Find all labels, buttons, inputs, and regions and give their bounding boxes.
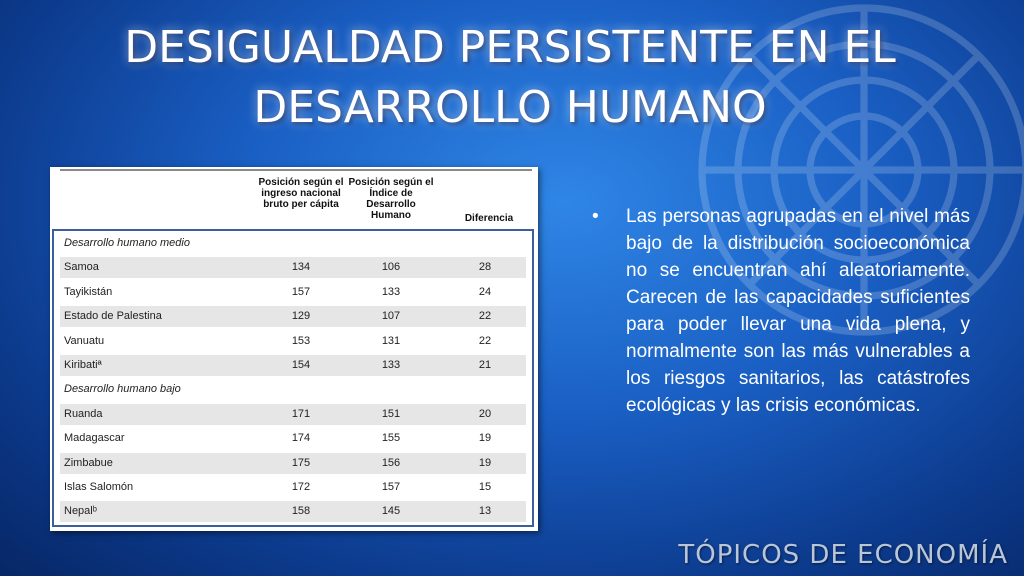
row-value: 151 — [381, 407, 401, 420]
footer-brand: TÓPICOS DE ECONOMÍA — [678, 540, 1008, 570]
row-value: 19 — [478, 432, 492, 445]
bullet-point: • — [592, 206, 599, 227]
row-value: 131 — [381, 334, 401, 347]
row-label: Vanuatu — [64, 334, 105, 347]
bullet-list: Las personas agrupadas en el nivel más b… — [590, 203, 970, 419]
row-value: 15 — [478, 481, 492, 493]
table-row: Madagascar 174 155 19 — [60, 428, 526, 449]
table-row: Nepalᵇ 158 145 13 — [60, 501, 526, 523]
row-label: Tayikistán — [64, 285, 113, 298]
row-value: 171 — [291, 407, 311, 420]
table-row: Kiribatiª 154 133 21 — [60, 355, 526, 376]
row-label: Nepalᵇ — [64, 505, 97, 518]
title-line-2: DESARROLLO HUMANO — [253, 82, 767, 133]
row-value: 24 — [478, 285, 492, 298]
row-value: 106 — [381, 261, 401, 274]
row-value: 22 — [478, 334, 492, 347]
row-value: 20 — [478, 407, 492, 420]
table-header: Posición según el ingreso nacional bruto… — [60, 169, 532, 229]
row-value: 158 — [291, 505, 311, 518]
row-value: 21 — [478, 359, 492, 371]
header-idh: Posición según el Índice de Desarrollo H… — [348, 177, 434, 221]
title-line-1: DESIGUALDAD PERSISTENTE EN EL — [124, 22, 896, 73]
row-value: 175 — [291, 456, 311, 469]
table-body: Desarrollo humano medio Samoa 134 106 28 Tayi… — [52, 229, 534, 527]
row-value: 153 — [291, 334, 311, 347]
row-value: 13 — [478, 505, 492, 518]
table-row: Vanuatu 153 131 22 — [60, 331, 526, 352]
row-label: Madagascar — [64, 432, 125, 445]
row-value: 156 — [381, 456, 401, 469]
row-value: 157 — [291, 285, 311, 298]
table-row: Ruanda 171 151 20 — [60, 403, 526, 425]
row-value: 133 — [381, 285, 401, 298]
table-row: Islas Salomón 172 157 15 — [60, 477, 526, 498]
row-label: Kiribatiª — [64, 359, 102, 371]
row-label: Zimbabue — [64, 456, 113, 469]
section-row: Desarrollo humano bajo — [60, 379, 526, 400]
header-ingreso: Posición según el ingreso nacional bruto… — [258, 177, 344, 210]
row-label: Ruanda — [64, 407, 103, 420]
row-value: 154 — [291, 359, 311, 371]
row-value: 28 — [478, 261, 492, 274]
row-value: 155 — [381, 432, 401, 445]
row-label: Estado de Palestina — [64, 310, 162, 323]
row-value: 174 — [291, 432, 311, 445]
table-row: Zimbabue 175 156 19 — [60, 452, 526, 474]
row-value: 157 — [381, 481, 401, 493]
table-row: Tayikistán 157 133 24 — [60, 282, 526, 303]
row-value: 19 — [478, 456, 492, 469]
table-row: Samoa 134 106 28 — [60, 257, 526, 279]
row-value: 133 — [381, 359, 401, 371]
section-row: Desarrollo humano medio — [60, 233, 526, 254]
row-label: Islas Salomón — [64, 481, 134, 493]
row-value: 145 — [381, 505, 401, 518]
row-label: Desarrollo humano bajo — [64, 383, 181, 396]
header-diferencia: Diferencia — [464, 213, 514, 224]
row-value: 172 — [291, 481, 311, 493]
slide-title: DESIGUALDAD PERSISTENTE EN EL DESARROLLO… — [60, 18, 960, 138]
data-table: Posición según el ingreso nacional bruto… — [50, 167, 538, 531]
row-value: 22 — [478, 310, 492, 323]
row-label: Desarrollo humano medio — [64, 237, 190, 249]
table-row: Estado de Palestina 129 107 22 — [60, 306, 526, 328]
un-emblem-watermark — [698, 4, 1024, 336]
row-label: Samoa — [64, 261, 99, 274]
row-value: 107 — [381, 310, 401, 323]
row-value: 129 — [291, 310, 311, 323]
row-value: 134 — [291, 261, 311, 274]
bullet-text-1: Las personas agrupadas en el nivel más b… — [626, 206, 970, 416]
